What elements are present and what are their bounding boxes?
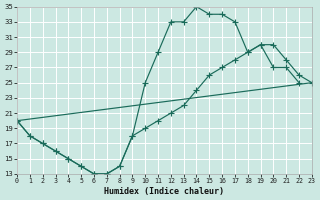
X-axis label: Humidex (Indice chaleur): Humidex (Indice chaleur): [104, 187, 224, 196]
